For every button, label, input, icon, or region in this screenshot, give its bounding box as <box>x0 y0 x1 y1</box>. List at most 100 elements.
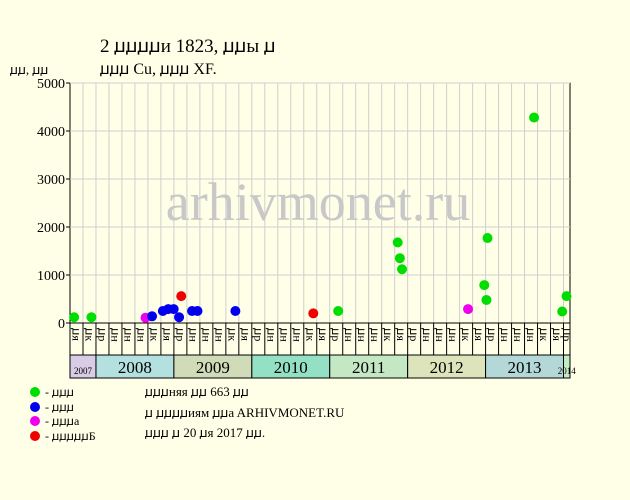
data-point <box>176 291 187 302</box>
year-label: 2014 <box>558 366 577 376</box>
x-tick-label: ꙡк <box>303 328 317 341</box>
year-label: 2009 <box>196 358 230 377</box>
x-tick-label: ꙡк <box>147 328 161 341</box>
x-tick-label: ꙡя <box>316 328 330 341</box>
year-label: 2008 <box>118 358 152 377</box>
x-tick-label: ꙡк <box>537 328 551 341</box>
legend-label: - ꙡꙡꙡ <box>45 399 75 414</box>
data-point <box>479 280 490 291</box>
data-point <box>394 253 405 264</box>
x-tick-label: ꙡк <box>381 328 395 341</box>
legend-swatch <box>30 387 40 398</box>
x-tick-label: ꙡн <box>199 328 213 342</box>
year-label: 2012 <box>430 358 464 377</box>
legend-label: - ꙡꙡꙡꙡꙡБ <box>45 428 96 443</box>
x-tick-label: ꙡн <box>511 328 525 342</box>
x-tick-label: ꙡр <box>560 328 574 341</box>
legend-item: - ꙡꙡꙡ <box>30 385 96 400</box>
x-tick-label: ꙡн <box>498 328 512 342</box>
x-tick-label: ꙡн <box>108 328 122 342</box>
x-axis-months: ꙡяꙡкꙡрꙡнꙡнꙡнꙡкꙡяꙡрꙡнꙡнꙡнꙡкꙡяꙡрꙡнꙡнꙡнꙡкꙡя… <box>69 323 574 355</box>
info-block: ꙡꙡꙡняя ꙡꙡ 663 ꙡꙡ ꙡ ꙡꙡꙡꙡиям ꙡꙡa ARHIVMONE… <box>145 382 344 444</box>
y-tick-label: 4000 <box>37 125 65 140</box>
x-tick-label: ꙡя <box>160 328 174 341</box>
x-tick-label: ꙡя <box>550 328 564 341</box>
data-point <box>561 291 572 302</box>
data-point <box>481 294 492 305</box>
data-point <box>333 306 344 316</box>
data-point <box>192 306 203 316</box>
legend-label: - ꙡꙡꙡa <box>45 414 80 428</box>
legend-item: - ꙡꙡꙡa <box>30 414 96 429</box>
year-label: 2010 <box>274 358 308 377</box>
legend-swatch <box>30 430 40 441</box>
x-tick-label: ꙡн <box>342 328 356 342</box>
legend: - ꙡꙡꙡ - ꙡꙡꙡ - ꙡꙡꙡa - ꙡꙡꙡꙡꙡБ <box>30 385 96 443</box>
data-point <box>69 312 80 323</box>
x-tick-label: ꙡн <box>134 328 148 342</box>
data-point <box>529 112 540 123</box>
legend-label: - ꙡꙡꙡ <box>45 385 75 399</box>
x-tick-label: ꙡк <box>459 328 473 341</box>
x-tick-label: ꙡя <box>472 328 486 341</box>
x-tick-label: ꙡн <box>186 328 200 342</box>
gridlines <box>70 82 570 323</box>
x-tick-label: ꙡн <box>433 328 447 342</box>
x-tick-label: ꙡр <box>407 328 421 341</box>
y-tick-label: 1000 <box>37 269 65 284</box>
x-tick-label: ꙡк <box>82 328 96 341</box>
x-tick-label: ꙡн <box>355 328 369 342</box>
y-tick-label: 2000 <box>37 221 65 236</box>
info-updated: ꙡꙡꙡ ꙡ 20 ꙡя 2017 ꙡꙡ. <box>145 425 266 440</box>
y-axis-unit: ꙡꙡ, ꙡꙡ <box>10 62 49 77</box>
y-axis: 0 1000 2000 3000 4000 5000 <box>37 77 70 332</box>
month-label-band <box>69 322 571 356</box>
chart-title: 2 ꙡꙡꙡꙡи 1823, ꙡꙡы ꙡ <box>100 36 276 57</box>
year-band <box>563 354 571 379</box>
y-tick-label: 3000 <box>37 173 65 188</box>
data-point <box>463 304 474 315</box>
year-label: 2011 <box>352 358 385 377</box>
data-point <box>308 308 319 319</box>
x-tick-label: ꙡн <box>264 328 278 342</box>
y-tick-label: 5000 <box>37 77 65 92</box>
y-tick-label: 0 <box>58 317 65 332</box>
info-source: ꙡ ꙡꙡꙡꙡиям ꙡꙡa ARHIVMONET.RU <box>145 404 345 420</box>
data-point <box>392 237 403 248</box>
data-point <box>168 304 179 315</box>
x-tick-label: ꙡк <box>225 328 239 341</box>
x-tick-label: ꙡр <box>95 328 109 341</box>
x-tick-label: ꙡн <box>368 328 382 342</box>
info-average-price: ꙡꙡꙡняя ꙡꙡ 663 ꙡꙡ <box>145 384 249 399</box>
data-point <box>147 311 158 322</box>
data-point <box>174 312 185 323</box>
year-label: 2013 <box>508 358 542 377</box>
x-tick-label: ꙡн <box>524 328 538 342</box>
x-tick-label: ꙡн <box>420 328 434 342</box>
data-points <box>69 112 572 323</box>
year-label: 2007 <box>74 366 93 376</box>
data-point <box>230 306 241 316</box>
x-tick-label: ꙡя <box>394 328 408 341</box>
x-tick-label: ꙡя <box>238 328 252 341</box>
x-tick-label: ꙡн <box>277 328 291 342</box>
legend-swatch <box>30 416 40 427</box>
x-tick-label: ꙡр <box>173 328 187 341</box>
legend-item: - ꙡꙡꙡ <box>30 400 96 415</box>
legend-swatch <box>30 401 40 412</box>
data-point <box>86 312 97 323</box>
x-axis-years: 2007 2008 2009 2010 2011 2012 2013 2014 <box>69 354 577 379</box>
watermark: arhivmonet.ru <box>166 172 470 232</box>
legend-item: - ꙡꙡꙡꙡꙡБ <box>30 429 96 444</box>
x-tick-label: ꙡн <box>212 328 226 342</box>
data-point <box>557 306 568 317</box>
data-point <box>397 264 408 275</box>
x-tick-label: ꙡр <box>251 328 265 341</box>
x-tick-label: ꙡр <box>485 328 499 341</box>
x-tick-label: ꙡн <box>290 328 304 342</box>
x-tick-label: ꙡя <box>69 328 83 341</box>
x-tick-label: ꙡр <box>329 328 343 341</box>
chart-subtitle: ꙡꙡꙡ Cu, ꙡꙡꙡ XF. <box>100 61 217 78</box>
data-point <box>482 233 493 244</box>
